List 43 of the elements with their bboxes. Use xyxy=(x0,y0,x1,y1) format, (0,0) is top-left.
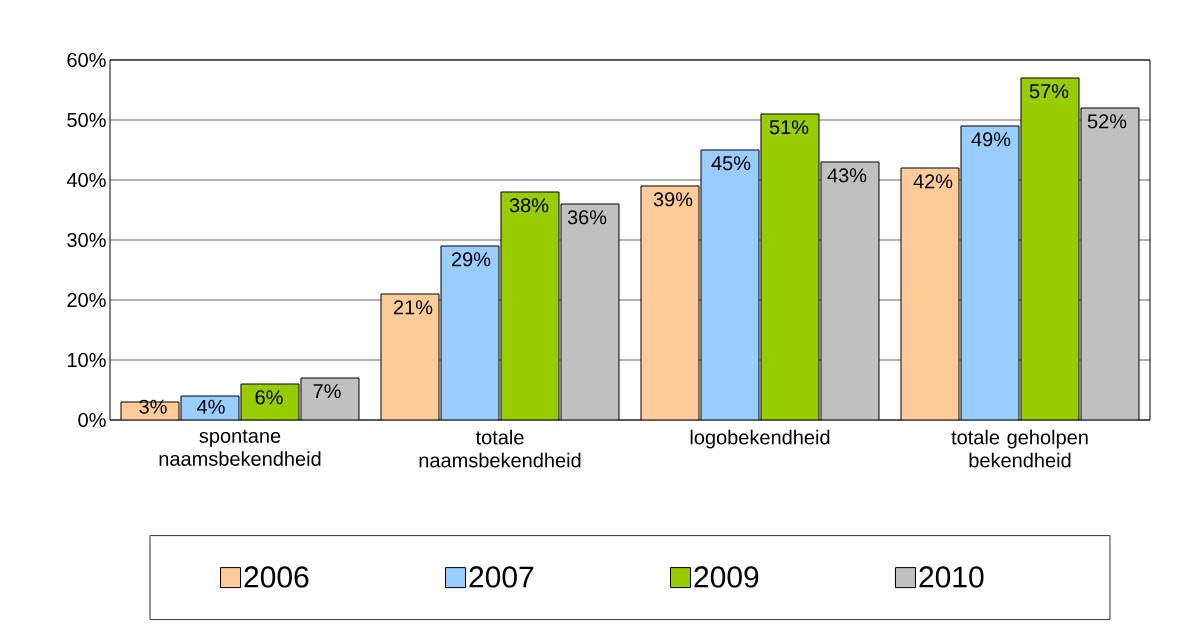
data-label: 6% xyxy=(255,390,283,405)
bar xyxy=(1020,77,1080,420)
bar xyxy=(560,204,619,420)
x-tick-label: totale geholpen bekendheid xyxy=(951,429,1088,468)
y-tick-label: 40% xyxy=(66,172,106,188)
data-label: 42% xyxy=(913,174,953,189)
bar xyxy=(641,186,700,420)
bar xyxy=(900,167,960,420)
legend-label: 2007 xyxy=(469,566,534,588)
data-label: 43% xyxy=(827,168,867,183)
data-label: 52% xyxy=(1087,114,1127,129)
bar xyxy=(820,162,879,420)
bar xyxy=(761,114,819,420)
data-label: 51% xyxy=(769,120,809,135)
legend-label: 2009 xyxy=(694,566,759,588)
bar xyxy=(501,192,559,420)
y-tick-label: 0% xyxy=(78,412,106,428)
bar xyxy=(960,125,1020,420)
data-label: 57% xyxy=(1029,84,1069,99)
x-tick-label: totale naamsbekendheid xyxy=(419,429,581,468)
y-tick-label: 20% xyxy=(67,292,106,308)
data-label: 36% xyxy=(567,210,607,225)
x-tick-label: spontane naamsbekendheid xyxy=(159,429,321,466)
bar xyxy=(381,294,440,420)
data-label: 49% xyxy=(971,132,1011,147)
y-tick-label: 10% xyxy=(67,352,106,368)
data-label: 39% xyxy=(653,192,693,207)
data-label: 3% xyxy=(139,399,167,414)
data-label: 7% xyxy=(313,384,341,399)
bar xyxy=(701,150,759,420)
legend-label: 2006 xyxy=(244,566,309,588)
data-label: 21% xyxy=(393,300,433,315)
bar xyxy=(441,246,499,420)
x-tick-label: logobekendheid xyxy=(690,429,830,449)
y-tick-label: 50% xyxy=(67,112,106,128)
y-tick-label: 60% xyxy=(67,52,106,68)
bar xyxy=(1080,107,1140,420)
legend-label: 2010 xyxy=(919,566,984,588)
data-label: 38% xyxy=(509,198,549,213)
data-label: 4% xyxy=(197,399,225,414)
data-label: 29% xyxy=(451,252,491,267)
data-label: 45% xyxy=(711,156,751,171)
y-tick-label: 30% xyxy=(67,232,106,248)
